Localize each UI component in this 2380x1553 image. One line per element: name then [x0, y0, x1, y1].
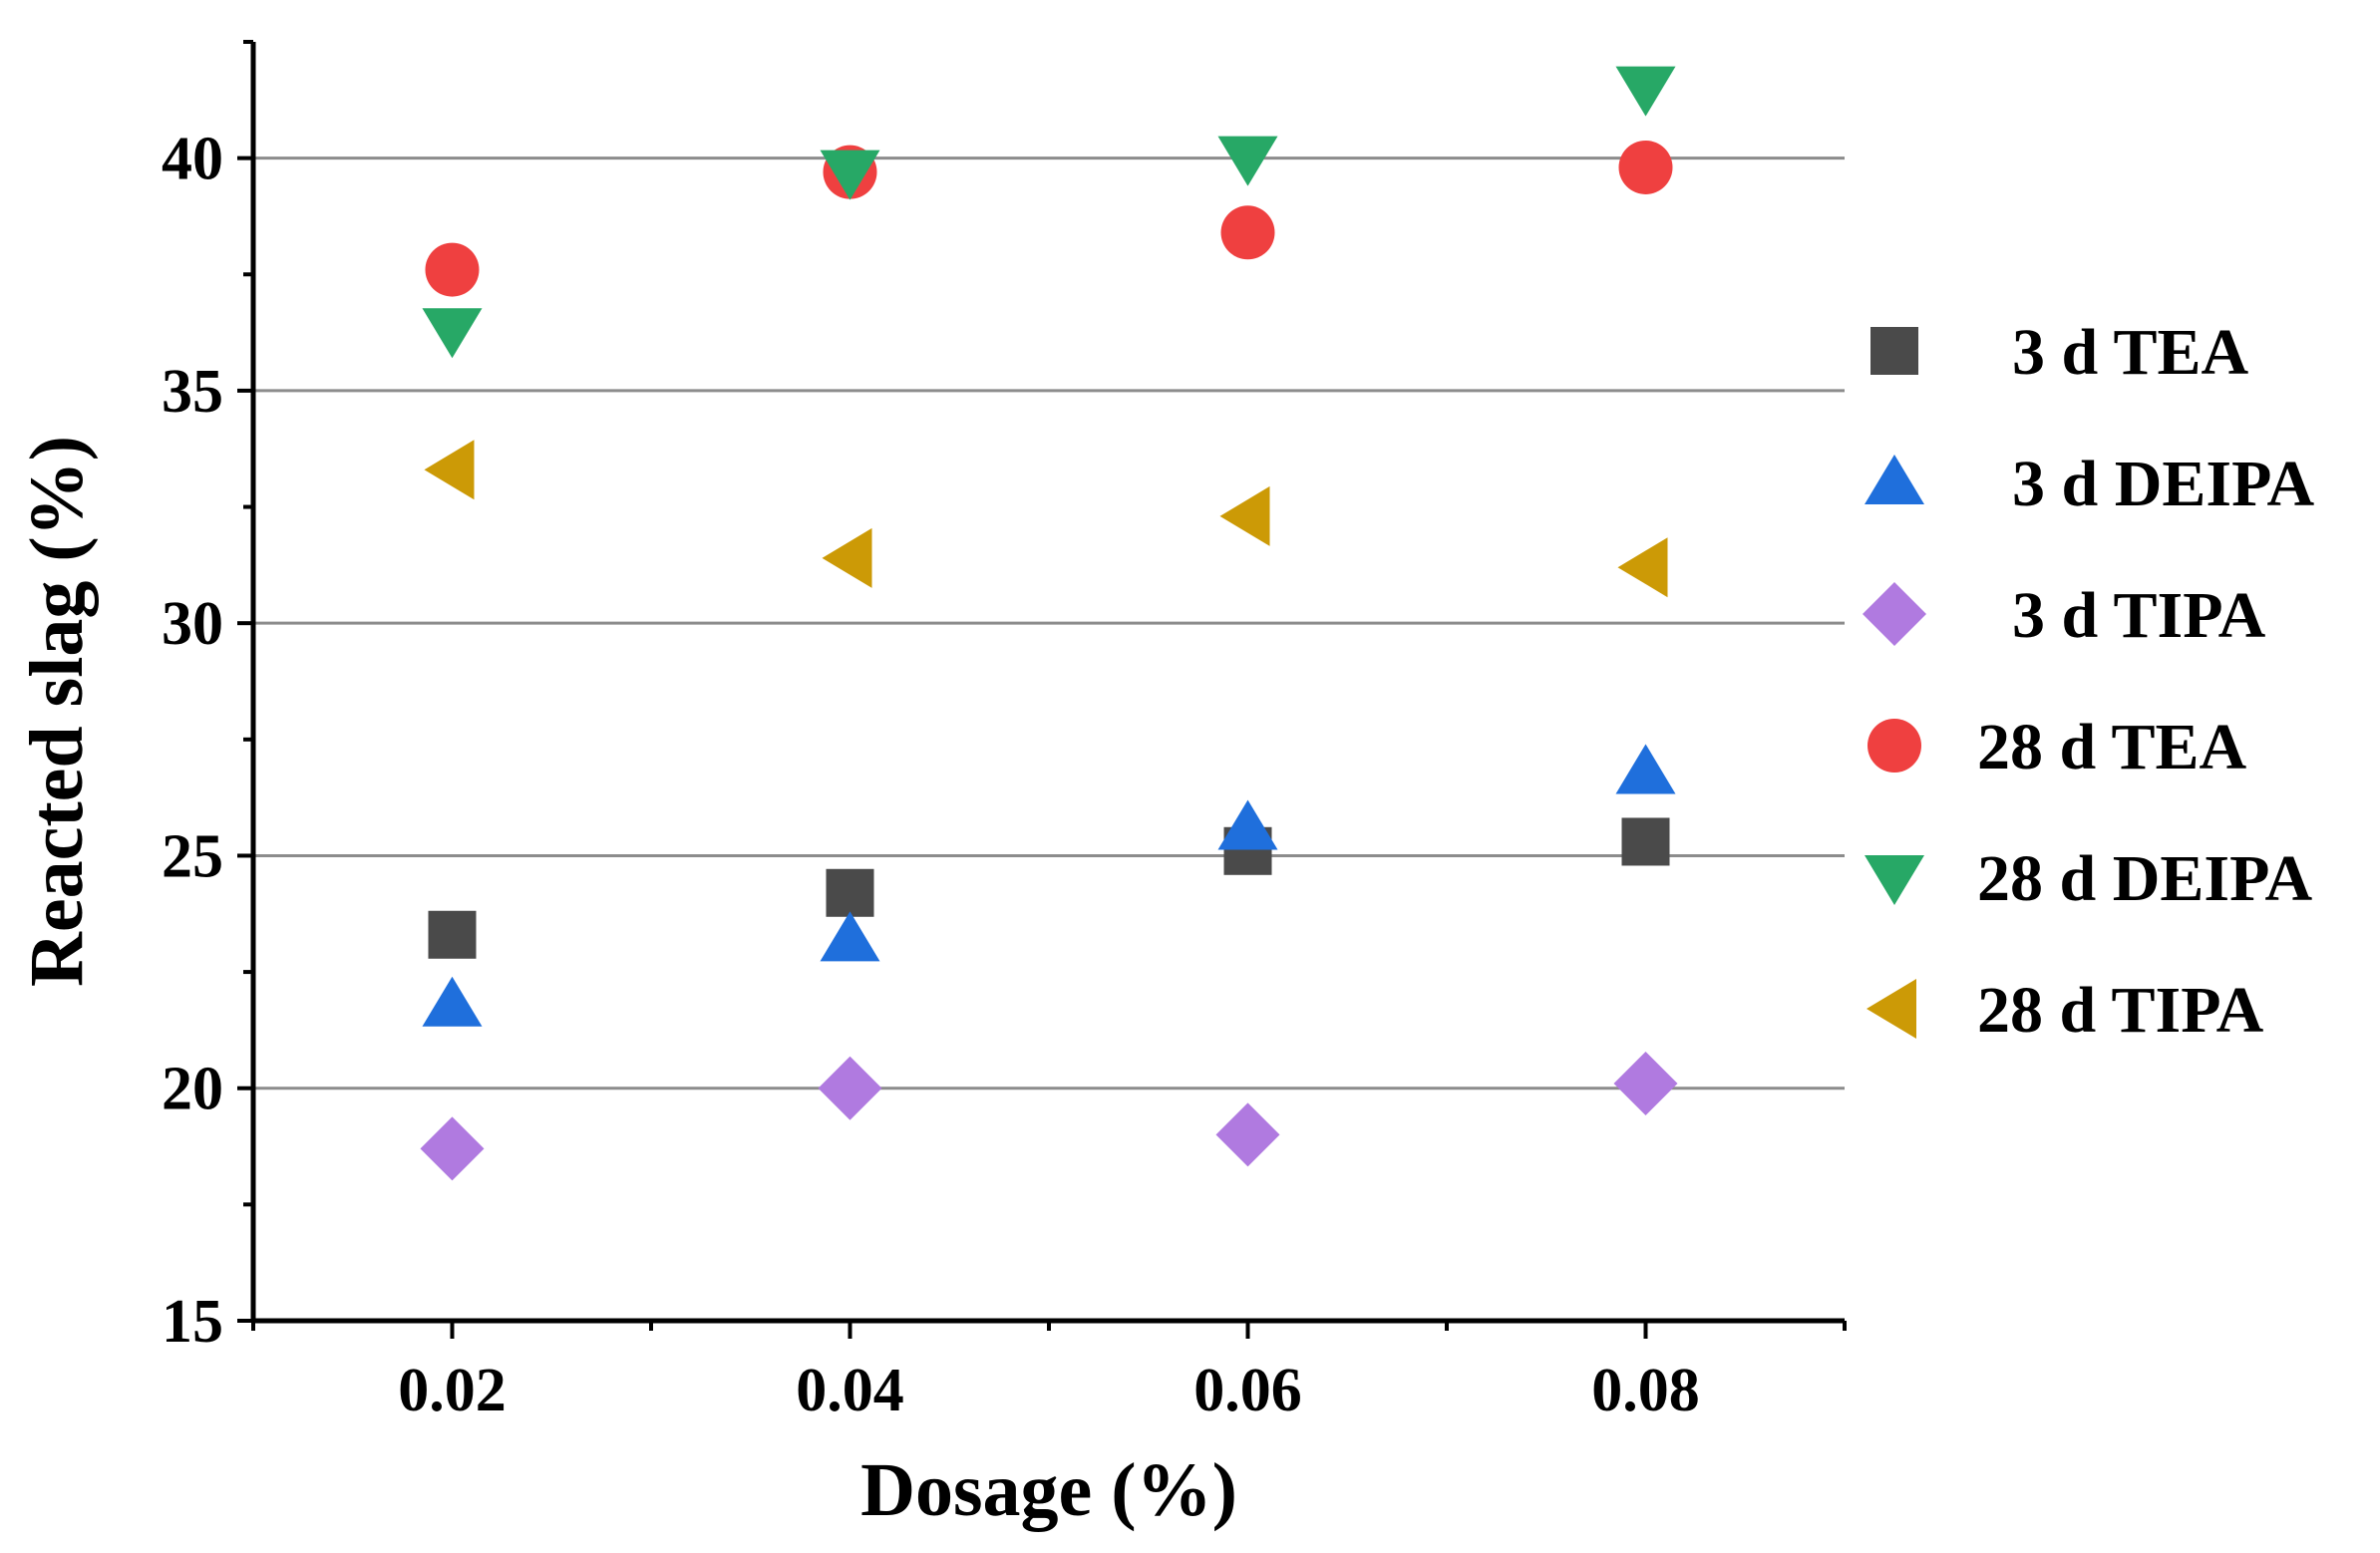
legend-marker-3-d-tipa	[1863, 582, 1926, 646]
legend-marker-28-d-tipa	[1867, 979, 1916, 1039]
x-tick-label: 0.06	[1193, 1357, 1302, 1424]
data-point-28-d-tea-0.06	[1220, 205, 1275, 260]
data-point-3-d-deipa-0.02	[422, 976, 483, 1027]
x-axis-title: Dosage (%)	[860, 1448, 1237, 1532]
data-point-28-d-tea-0.08	[1618, 140, 1673, 194]
data-point-28-d-deipa-0.02	[422, 308, 483, 359]
x-tick-label: 0.08	[1591, 1357, 1700, 1424]
y-tick-label: 20	[162, 1056, 223, 1123]
marker-layer	[420, 66, 1678, 1181]
data-point-28-d-deipa-0.06	[1217, 136, 1278, 186]
legend-marker-28-d-tea	[1868, 719, 1921, 773]
legend: 3 d TEA 3 d DEIPA 3 d TIPA 28 d TEA 28 d DEI…	[1863, 316, 2314, 1047]
data-point-28-d-tipa-0.08	[1617, 537, 1668, 598]
data-point-28-d-tea-0.02	[425, 242, 480, 297]
legend-label-3-d-tea: 3 d TEA	[2012, 316, 2249, 389]
data-point-3-d-tipa-0.06	[1215, 1102, 1280, 1167]
data-point-3-d-tea-0.08	[1621, 817, 1670, 866]
legend-item-28-d-tea: 28 d TEA	[1868, 711, 2247, 783]
legend-label-28-d-deipa: 28 d DEIPA	[1977, 842, 2312, 915]
data-point-28-d-tipa-0.06	[1219, 485, 1270, 546]
y-tick-label: 25	[162, 822, 223, 890]
legend-item-28-d-deipa: 28 d DEIPA	[1865, 842, 2312, 915]
series-3-d-deipa	[422, 744, 1676, 1027]
data-point-3-d-tea-0.02	[428, 910, 477, 959]
data-point-3-d-tea-0.04	[826, 868, 874, 917]
y-tick-label: 15	[162, 1288, 223, 1356]
legend-marker-3-d-deipa	[1865, 455, 1924, 504]
data-point-3-d-deipa-0.04	[820, 911, 880, 962]
legend-item-3-d-tea: 3 d TEA	[1870, 316, 2249, 389]
data-point-3-d-tipa-0.02	[420, 1116, 485, 1181]
series-3-d-tea	[428, 817, 1670, 959]
data-point-28-d-tipa-0.04	[822, 527, 872, 588]
grid-layer	[253, 156, 1845, 1090]
legend-item-28-d-tipa: 28 d TIPA	[1867, 974, 2264, 1047]
y-tick-label: 30	[162, 590, 223, 658]
series-3-d-tipa	[420, 1052, 1678, 1181]
legend-item-3-d-tipa: 3 d TIPA	[1863, 579, 2266, 652]
axis-layer: 15 20 25 30 35 40 0.02 0.04 0.06 0.08	[162, 40, 1847, 1424]
data-point-3-d-tipa-0.04	[818, 1056, 882, 1120]
y-tick-label: 35	[162, 358, 223, 426]
legend-label-28-d-tea: 28 d TEA	[1977, 711, 2247, 783]
data-point-3-d-deipa-0.08	[1615, 744, 1676, 794]
data-point-3-d-tipa-0.08	[1613, 1052, 1678, 1116]
series-28-d-tipa	[424, 440, 1668, 598]
series-28-d-tea	[425, 140, 1673, 297]
legend-marker-28-d-deipa	[1865, 855, 1924, 905]
data-point-28-d-tipa-0.02	[424, 440, 475, 500]
y-axis-title: Reacted slag (%)	[15, 436, 99, 987]
series-28-d-deipa	[422, 66, 1676, 359]
legend-label-3-d-deipa: 3 d DEIPA	[2012, 448, 2314, 520]
legend-label-3-d-tipa: 3 d TIPA	[2012, 579, 2266, 652]
data-point-28-d-deipa-0.04	[820, 150, 880, 200]
x-tick-label: 0.04	[796, 1357, 904, 1424]
legend-label-28-d-tipa: 28 d TIPA	[1977, 974, 2264, 1047]
legend-marker-3-d-tea	[1870, 327, 1918, 375]
data-point-28-d-deipa-0.08	[1615, 66, 1676, 117]
x-tick-label: 0.02	[398, 1357, 507, 1424]
legend-item-3-d-deipa: 3 d DEIPA	[1865, 448, 2314, 520]
y-tick-label: 40	[162, 126, 223, 193]
data-point-3-d-deipa-0.06	[1217, 799, 1278, 850]
